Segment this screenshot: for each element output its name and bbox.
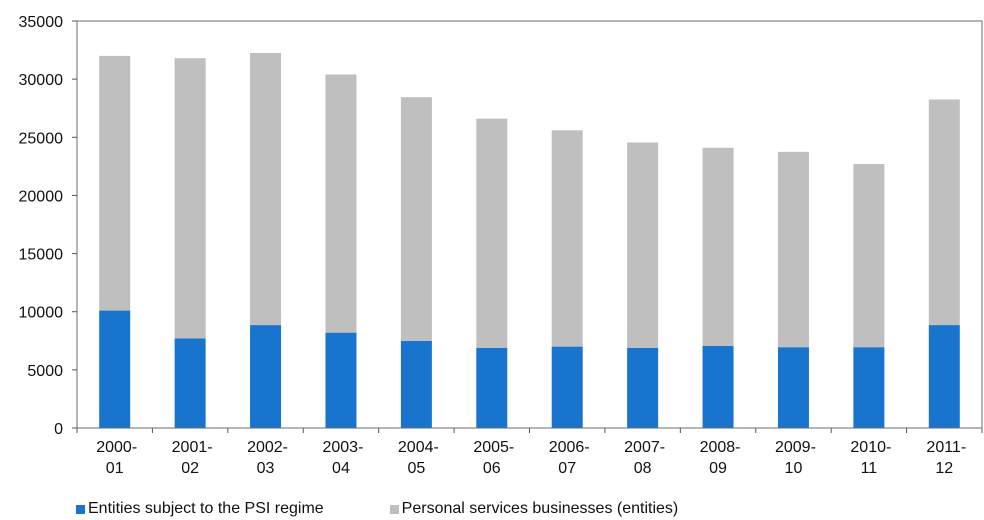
bar-psb bbox=[250, 52, 282, 326]
bar-psi-regime bbox=[928, 325, 960, 428]
legend-swatch-psb bbox=[389, 504, 399, 514]
legend-swatch-psi-regime bbox=[76, 504, 85, 514]
plot-frame bbox=[76, 20, 983, 429]
x-axis-ticks: 2000-01 2001-02 2002-03 2003-04 2004-05 2005-… bbox=[76, 428, 983, 477]
bar-psb bbox=[853, 164, 885, 348]
bar-psb bbox=[476, 118, 508, 348]
y-tick-label: 0 bbox=[54, 421, 63, 438]
y-tick-label: 25000 bbox=[19, 130, 64, 147]
bar-psb bbox=[174, 58, 206, 339]
bar-psi-regime bbox=[476, 347, 508, 428]
y-tick-label: 10000 bbox=[19, 305, 64, 322]
y-tick-label: 30000 bbox=[19, 72, 64, 89]
bar-psi-regime bbox=[325, 332, 357, 428]
x-tick-label: 2003-04 bbox=[322, 439, 363, 477]
x-tick-label: 2008-09 bbox=[700, 439, 741, 477]
bar-psi-regime bbox=[853, 347, 885, 428]
bars bbox=[99, 52, 960, 428]
stacked-bar-chart: 0 5000 10000 15000 20000 25000 30000 35000 2000… bbox=[19, 14, 983, 477]
legend: Entities subject to the PSI regime Perso… bbox=[76, 500, 744, 518]
x-tick-label: 2002-03 bbox=[247, 439, 288, 477]
y-tick-label: 15000 bbox=[19, 247, 64, 264]
bar-psb bbox=[325, 74, 357, 333]
x-tick-label: 2009-10 bbox=[775, 439, 816, 477]
legend-item-psi-regime: Entities subject to the PSI regime bbox=[76, 500, 324, 518]
x-tick-label: 2006-07 bbox=[549, 439, 590, 477]
bar-psi-regime bbox=[99, 310, 131, 428]
y-tick-label: 5000 bbox=[27, 363, 63, 380]
bar-psi-regime bbox=[777, 347, 809, 428]
y-tick-label: 20000 bbox=[19, 188, 64, 205]
x-tick-label: 2004-05 bbox=[398, 439, 439, 477]
x-tick-label: 2007-08 bbox=[624, 439, 665, 477]
bar-psi-regime bbox=[174, 338, 206, 428]
y-tick-label: 35000 bbox=[19, 14, 64, 31]
y-axis-ticks: 0 5000 10000 15000 20000 25000 30000 35000 bbox=[19, 14, 77, 438]
bar-psb bbox=[702, 147, 734, 347]
bar-psb bbox=[777, 151, 809, 348]
x-tick-label: 2005-06 bbox=[473, 439, 514, 477]
bar-psb bbox=[99, 55, 131, 311]
bar-psi-regime bbox=[250, 325, 282, 428]
bar-psb bbox=[928, 99, 960, 326]
legend-label-psi-regime: Entities subject to the PSI regime bbox=[88, 500, 324, 517]
plot-border bbox=[76, 20, 983, 429]
legend-item-psb: Personal services businesses (entities) bbox=[389, 500, 679, 518]
bar-psb bbox=[627, 142, 659, 348]
x-tick-label: 2010-11 bbox=[850, 439, 891, 477]
bar-psi-regime bbox=[400, 340, 432, 428]
x-tick-label: 2001-02 bbox=[172, 439, 213, 477]
bar-psi-regime bbox=[551, 346, 583, 428]
x-tick-label: 2000-01 bbox=[96, 439, 137, 477]
bar-psb bbox=[400, 97, 432, 341]
x-tick-label: 2011-12 bbox=[926, 439, 966, 477]
legend-label-psb: Personal services businesses (entities) bbox=[401, 500, 679, 517]
bar-psi-regime bbox=[702, 346, 734, 428]
bar-psi-regime bbox=[627, 347, 659, 428]
bar-psb bbox=[551, 130, 583, 347]
